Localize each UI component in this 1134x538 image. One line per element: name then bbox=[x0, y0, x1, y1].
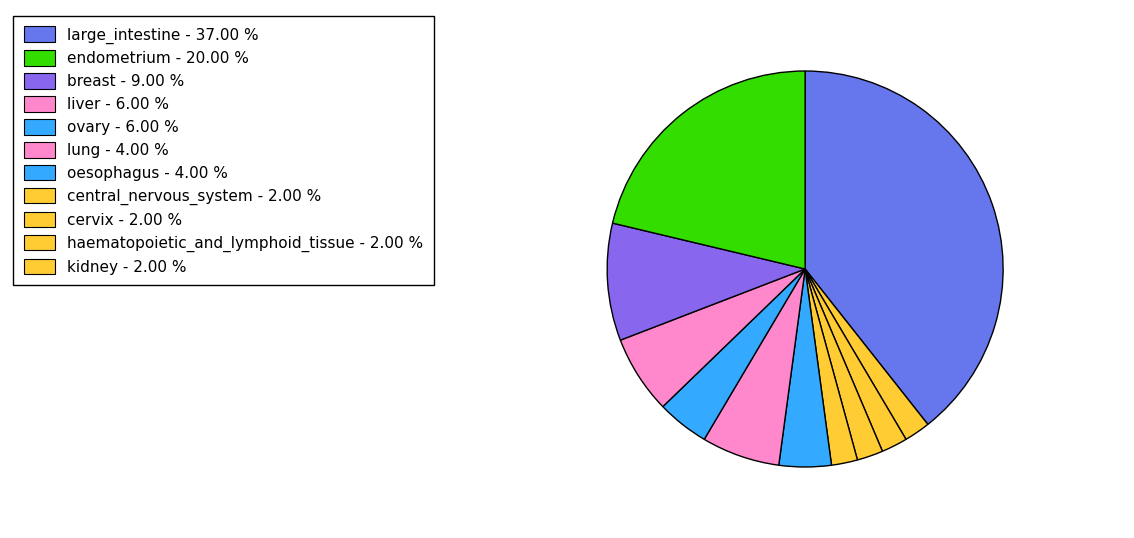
Wedge shape bbox=[805, 269, 857, 465]
Wedge shape bbox=[704, 269, 805, 465]
Wedge shape bbox=[663, 269, 805, 440]
Wedge shape bbox=[607, 223, 805, 340]
Wedge shape bbox=[805, 269, 928, 440]
Wedge shape bbox=[805, 269, 906, 451]
Wedge shape bbox=[612, 71, 805, 269]
Wedge shape bbox=[805, 269, 882, 460]
Legend: large_intestine - 37.00 %, endometrium - 20.00 %, breast - 9.00 %, liver - 6.00 : large_intestine - 37.00 %, endometrium -… bbox=[14, 16, 433, 285]
Wedge shape bbox=[779, 269, 831, 467]
Wedge shape bbox=[805, 71, 1004, 424]
Wedge shape bbox=[620, 269, 805, 407]
